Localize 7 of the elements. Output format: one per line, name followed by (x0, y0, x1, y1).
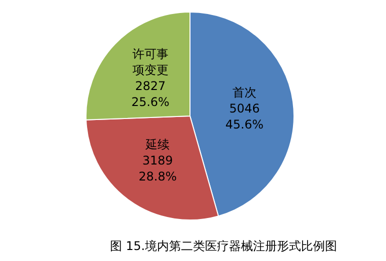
data-label: 3189 28.8% (138, 153, 177, 184)
slice-label: 首次 (232, 85, 256, 100)
data-label: 5046 45.6% (225, 101, 264, 132)
data-label: 2827 25.6% (131, 78, 170, 109)
text: 图 15.境内第二类医疗器械注册形式比例图 (110, 239, 337, 253)
slice-label: 延续 (144, 137, 170, 152)
slice-label: 许可事项变更 (132, 46, 168, 77)
